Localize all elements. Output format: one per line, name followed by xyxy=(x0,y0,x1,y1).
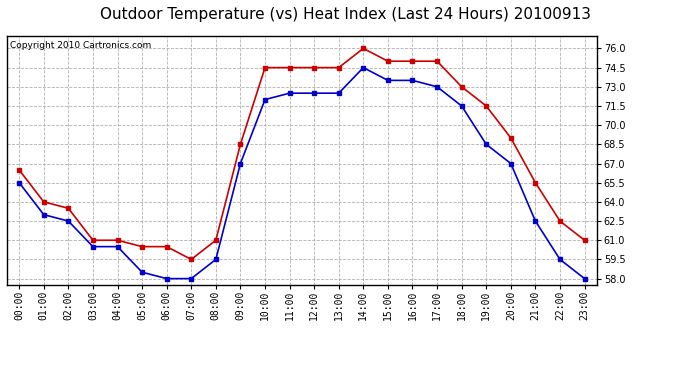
Text: Outdoor Temperature (vs) Heat Index (Last 24 Hours) 20100913: Outdoor Temperature (vs) Heat Index (Las… xyxy=(99,8,591,22)
Text: Copyright 2010 Cartronics.com: Copyright 2010 Cartronics.com xyxy=(10,40,151,50)
